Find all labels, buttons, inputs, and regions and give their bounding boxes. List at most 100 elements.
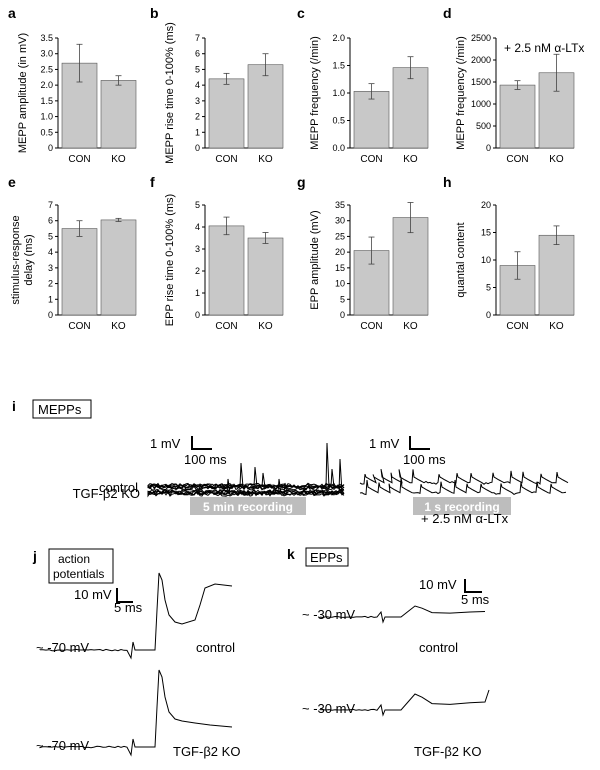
bar-con xyxy=(208,78,245,149)
panel-label-e: e xyxy=(8,174,16,190)
y-tick-label: 5 xyxy=(195,64,200,74)
panel-d: d 0 500 1000 1500 2000 2500 MEPP frequency (/mi… xyxy=(443,5,584,165)
bar-ko xyxy=(247,237,284,316)
mepp-trace-control-1s xyxy=(359,468,569,485)
panel-label-k: k xyxy=(287,546,295,562)
panel-label-b: b xyxy=(150,5,159,21)
row-label-ko-j: TGF-β2 KO xyxy=(173,744,240,759)
bar-ko xyxy=(100,80,137,149)
mepp-trace-control-5min xyxy=(147,442,345,491)
y-tick-label: 0 xyxy=(195,143,200,153)
y-tick-label: 2 xyxy=(48,279,53,289)
y-tick-label: 5 xyxy=(195,200,200,210)
category-label: CON xyxy=(68,154,90,165)
y-tick-label: 3.5 xyxy=(40,33,53,43)
y-tick-label: 35 xyxy=(335,200,345,210)
scale-right-voltage: 1 mV xyxy=(369,436,400,451)
scale-bar-left xyxy=(191,436,212,450)
badge-1s-label: 1 s recording xyxy=(424,500,499,514)
badge-5min-label: 5 min recording xyxy=(203,500,293,514)
scale-bar-k xyxy=(464,579,482,593)
y-tick-label: 10 xyxy=(335,279,345,289)
category-label: CON xyxy=(360,321,382,332)
y-tick-label: 500 xyxy=(476,121,491,131)
row-label-control-j: control xyxy=(196,640,235,655)
y-tick-label: 5 xyxy=(486,283,491,293)
panel-i: i MEPPs 1 mV 100 ms 1 mV 100 ms control … xyxy=(12,398,569,526)
y-axis-label: MEPP frequency (/min) xyxy=(309,36,321,150)
y-tick-label: 6 xyxy=(48,216,53,226)
y-tick-label: 5 xyxy=(48,231,53,241)
mepps-box xyxy=(32,399,92,419)
scale-j-time: 5 ms xyxy=(114,600,143,615)
y-tick-label: 0 xyxy=(340,310,345,320)
y-tick-label: 3 xyxy=(48,263,53,273)
bar-con xyxy=(61,228,98,316)
baseline-k-2: ~ -30 mV xyxy=(302,701,355,716)
row-label-control-i: control xyxy=(99,480,138,495)
bar-ko xyxy=(247,64,284,149)
y-tick-label: 15 xyxy=(481,228,491,238)
bar-ko xyxy=(100,219,137,316)
y-tick-label: 30 xyxy=(335,216,345,226)
panel-c: c 0.0 0.5 1.0 1.5 2.0 MEPP frequency (/min) CON… xyxy=(297,5,429,165)
y-axis-label: MEPP frequency (/min) xyxy=(455,36,467,150)
scale-bar-right xyxy=(409,436,430,450)
y-tick-label: 1.5 xyxy=(332,61,345,71)
panel-label-a: a xyxy=(8,5,16,21)
bar-con xyxy=(353,91,390,149)
panel-label-g: g xyxy=(297,174,306,190)
y-tick-label: 0 xyxy=(486,310,491,320)
ap-box-line1: action xyxy=(58,552,90,566)
mepp-trace-ko-5min xyxy=(147,458,345,498)
y-tick-label: 1.5 xyxy=(40,96,53,106)
y-tick-label: 10 xyxy=(481,255,491,265)
ap-box-line2: potentials xyxy=(53,567,104,581)
panel-label-c: c xyxy=(297,5,305,21)
panel-a: a 0 0.5 1.0 1.5 2.0 2.5 3.0 3.5 MEPP amplitude (i… xyxy=(8,5,137,165)
panel-label-i: i xyxy=(12,398,16,414)
panel-b: b 0 1 2 3 4 5 6 7 MEPP rise time 0-100% (ms) CON KO xyxy=(150,5,284,165)
scale-k-voltage: 10 mV xyxy=(419,577,457,592)
y-tick-label: 25 xyxy=(335,231,345,241)
panel-k: k EPPs 10 mV 5 ms ~ -30 mV ~ -30 mV cont… xyxy=(287,546,490,759)
y-axis-label: MEPP rise time 0-100% (ms) xyxy=(164,22,176,164)
category-label: KO xyxy=(549,321,564,332)
y-tick-label: 4 xyxy=(195,222,200,232)
category-label: CON xyxy=(215,154,237,165)
y-tick-label: 5 xyxy=(340,294,345,304)
scale-bar-j xyxy=(116,588,133,603)
y-axis-label: EPP amplitude (mV) xyxy=(309,210,321,309)
category-label: KO xyxy=(403,321,418,332)
y-tick-label: 0.5 xyxy=(40,127,53,137)
category-label: KO xyxy=(111,321,126,332)
y-tick-label: 2.0 xyxy=(40,80,53,90)
bar-ko xyxy=(392,217,429,316)
mepps-box-label: MEPPs xyxy=(38,402,82,417)
y-tick-label: 0 xyxy=(195,310,200,320)
y-tick-label: 1.0 xyxy=(40,112,53,122)
badge-1s xyxy=(413,497,511,515)
category-label: KO xyxy=(258,321,273,332)
panel-label-h: h xyxy=(443,174,452,190)
y-tick-label: 7 xyxy=(195,33,200,43)
mepp-trace-ko-1s xyxy=(359,479,567,496)
ltx-note: + 2.5 nM α-LTx xyxy=(421,511,509,526)
epps-box-label: EPPs xyxy=(310,550,343,565)
scale-right-time: 100 ms xyxy=(403,452,446,467)
ap-trace-control xyxy=(39,572,233,660)
category-label: KO xyxy=(403,154,418,165)
panel-label-j: j xyxy=(32,548,37,564)
y-axis-label: MEPP amplitude (in mV) xyxy=(17,33,29,153)
y-tick-label: 4 xyxy=(195,80,200,90)
y-tick-label: 20 xyxy=(481,200,491,210)
epp-trace-ko xyxy=(319,689,490,717)
panel-f: f 0 1 2 3 4 5 EPP rise time 0-100% (ms) CON KO xyxy=(150,174,284,332)
y-tick-label: 2.0 xyxy=(332,33,345,43)
y-tick-label: 1 xyxy=(195,127,200,137)
row-label-control-k: control xyxy=(419,640,458,655)
y-tick-label: 0 xyxy=(48,310,53,320)
bar-ko xyxy=(538,234,575,316)
baseline-j-2: ~ -70 mV xyxy=(36,738,89,753)
y-axis-label: quantal content xyxy=(455,222,467,297)
